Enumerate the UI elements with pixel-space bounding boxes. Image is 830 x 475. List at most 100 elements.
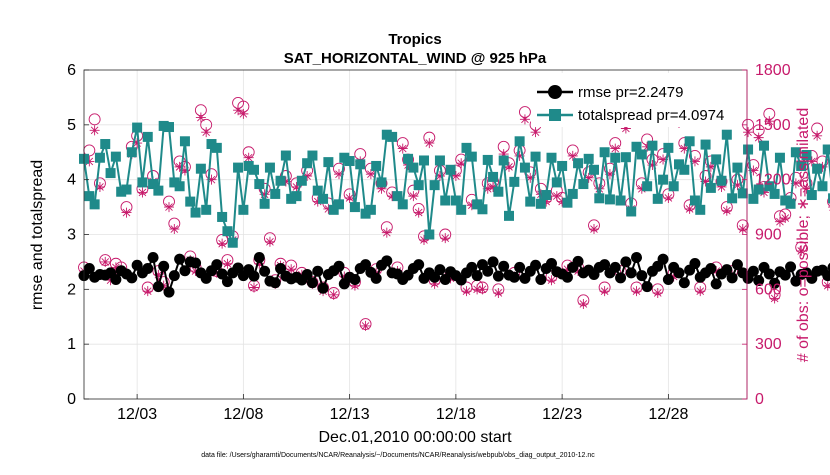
spread-point xyxy=(727,193,737,203)
x-tick-label: 12/23 xyxy=(542,406,582,423)
spread-point xyxy=(228,238,238,248)
spread-point xyxy=(111,152,121,162)
spread-point xyxy=(823,145,830,155)
rmse-point xyxy=(307,277,318,288)
rmse-point xyxy=(312,266,323,277)
spread-point xyxy=(175,181,185,191)
obs-assimilated-point xyxy=(408,191,418,201)
spread-point xyxy=(281,151,291,161)
obs-assimilated-point xyxy=(361,321,371,331)
spread-point xyxy=(419,155,429,165)
obs-assimilated-point xyxy=(217,239,227,249)
rmse-point xyxy=(211,259,222,270)
obs-assimilated-point xyxy=(238,109,248,119)
spread-point xyxy=(191,208,201,218)
obs-assimilated-point xyxy=(164,202,174,212)
spread-point xyxy=(334,199,344,209)
rmse-point xyxy=(190,258,201,269)
obs-assimilated-point xyxy=(398,144,408,154)
obs-assimilated-point xyxy=(823,281,830,291)
legend-rmse-marker xyxy=(548,85,562,99)
rmse-point xyxy=(169,270,180,281)
spread-point xyxy=(775,153,785,163)
obs-assimilated-point xyxy=(520,114,530,124)
spread-point xyxy=(398,199,408,209)
y2-tick-label: 0 xyxy=(755,391,764,408)
spread-point xyxy=(748,194,758,204)
rmse-point xyxy=(254,252,265,263)
obs-assimilated-point xyxy=(196,113,206,123)
obs-assimilated-point xyxy=(201,127,211,137)
spread-point xyxy=(525,197,535,207)
obs-assimilated-point xyxy=(738,224,748,234)
spread-point xyxy=(430,180,440,190)
legend-spread-label: totalspread pr=4.0974 xyxy=(578,107,724,124)
spread-point xyxy=(732,163,742,173)
spread-point xyxy=(605,194,615,204)
obs-assimilated-point xyxy=(780,213,790,223)
y-tick-label: 6 xyxy=(67,62,76,79)
obs-assimilated-point xyxy=(143,286,153,296)
spread-point xyxy=(759,141,769,151)
y-tick-label: 2 xyxy=(67,281,76,298)
obs-assimilated-point xyxy=(382,228,392,238)
spread-point xyxy=(387,132,397,142)
spread-point xyxy=(164,122,174,132)
spread-point xyxy=(477,204,487,214)
chart-subtitle: SAT_HORIZONTAL_WIND @ 925 hPa xyxy=(284,50,547,67)
spread-point xyxy=(531,152,541,162)
spread-point xyxy=(435,155,445,165)
spread-point xyxy=(217,212,227,222)
rmse-point xyxy=(482,266,493,277)
y-axis-label: rmse and totalspread xyxy=(29,160,46,310)
spread-point xyxy=(578,179,588,189)
spread-point xyxy=(488,172,498,182)
obs-assimilated-point xyxy=(812,131,822,141)
spread-point xyxy=(292,191,302,201)
rmse-point xyxy=(705,263,716,274)
spread-point xyxy=(408,163,418,173)
spread-point xyxy=(584,154,594,164)
spread-point xyxy=(345,156,355,166)
rmse-point xyxy=(153,281,164,292)
spread-point xyxy=(143,132,153,142)
spread-point xyxy=(770,189,780,199)
rmse-point xyxy=(674,267,685,278)
spread-point xyxy=(483,155,493,165)
y-tick-label: 5 xyxy=(67,117,76,134)
obs-assimilated-point xyxy=(600,286,610,296)
rmse-point xyxy=(514,262,525,273)
spread-point xyxy=(95,153,105,163)
spread-point xyxy=(541,190,551,200)
rmse-point xyxy=(349,274,360,285)
spread-point xyxy=(610,153,620,163)
spread-point xyxy=(817,181,827,191)
rmse-point xyxy=(610,262,621,273)
spread-point xyxy=(366,205,376,215)
spread-point xyxy=(493,187,503,197)
spread-point xyxy=(424,230,434,240)
obs-assimilated-point xyxy=(169,224,179,234)
spread-point xyxy=(100,139,110,149)
obs-assimilated-point xyxy=(632,286,642,296)
y2-axis-label: # of obs: o=possible; ∗=assimilated xyxy=(795,108,812,362)
spread-point xyxy=(600,147,610,157)
spread-point xyxy=(238,205,248,215)
spread-point xyxy=(706,183,716,193)
spread-point xyxy=(122,185,132,195)
spread-point xyxy=(690,196,700,206)
rmse-point xyxy=(158,261,169,272)
rmse-point xyxy=(142,263,153,274)
spread-point xyxy=(196,164,206,174)
x-tick-label: 12/13 xyxy=(330,406,370,423)
spread-point xyxy=(440,196,450,206)
spread-point xyxy=(153,186,163,196)
spread-point xyxy=(180,136,190,146)
obs-assimilated-point xyxy=(743,127,753,137)
spread-point xyxy=(738,188,748,198)
obs-assimilated-point xyxy=(493,288,503,298)
spread-point xyxy=(653,194,663,204)
obs-assimilated-point xyxy=(265,237,275,247)
spread-point xyxy=(722,130,732,140)
